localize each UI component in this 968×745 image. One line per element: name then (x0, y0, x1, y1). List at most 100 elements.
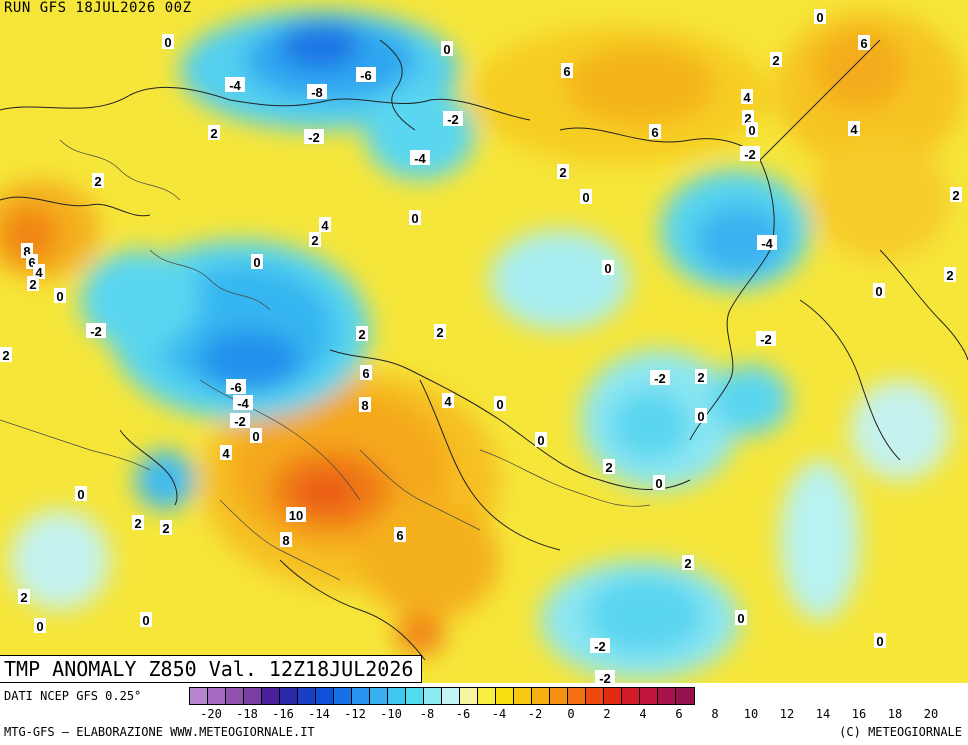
anomaly-label-text: 2 (29, 277, 36, 292)
legend-swatch (334, 688, 352, 704)
anomaly-label: 2 (208, 125, 220, 141)
anomaly-label: 0 (602, 260, 614, 276)
anomaly-label-text: -2 (90, 324, 102, 339)
anomaly-label: 2 (92, 173, 104, 189)
anomaly-label: 0 (494, 396, 506, 412)
anomaly-label-text: 0 (737, 611, 744, 626)
legend-tick: 2 (603, 707, 611, 721)
anomaly-label-text: 0 (496, 397, 503, 412)
anomaly-label: -2 (443, 111, 463, 127)
anomaly-label: 0 (695, 408, 707, 424)
anomaly-label: -2 (590, 638, 610, 654)
anomaly-label-text: -2 (234, 414, 246, 429)
anomaly-label: 6 (394, 527, 406, 543)
anomaly-label: 6 (649, 124, 661, 140)
anomaly-label-text: 0 (443, 42, 450, 57)
anomaly-label: 4 (220, 445, 232, 461)
anomaly-label-text: 2 (436, 325, 443, 340)
anomaly-label-text: 0 (748, 123, 755, 138)
anomaly-label-text: 2 (94, 174, 101, 189)
anomaly-label: 2 (132, 515, 144, 531)
anomaly-label-text: -2 (744, 147, 756, 162)
anomaly-label-text: 0 (77, 487, 84, 502)
legend-swatch (262, 688, 280, 704)
anomaly-label: 0 (873, 283, 885, 299)
anomaly-label: -2 (756, 331, 776, 347)
legend-swatch (424, 688, 442, 704)
anomaly-label: 2 (356, 326, 368, 342)
coastlines (0, 39, 968, 661)
legend-swatch (280, 688, 298, 704)
anomaly-label-text: 0 (537, 433, 544, 448)
anomaly-label-text: -2 (594, 639, 606, 654)
credit-left: MTG-GFS — ELABORAZIONE WWW.METEOGIORNALE… (4, 725, 315, 739)
legend-swatch (640, 688, 658, 704)
legend-swatch (532, 688, 550, 704)
legend-tick: 0 (567, 707, 575, 721)
legend-swatch (586, 688, 604, 704)
anomaly-label-text: 2 (605, 460, 612, 475)
legend-swatch (658, 688, 676, 704)
anomaly-label: -2 (86, 323, 106, 339)
legend-swatch (388, 688, 406, 704)
anomaly-label-text: 0 (697, 409, 704, 424)
legend-swatch (352, 688, 370, 704)
anomaly-label-text: 2 (684, 556, 691, 571)
legend-swatch (550, 688, 568, 704)
anomaly-label-text: 4 (743, 90, 751, 105)
anomaly-label: 4 (33, 264, 45, 280)
anomaly-label: -4 (757, 235, 777, 251)
anomaly-label: -2 (650, 370, 670, 386)
anomaly-label: 4 (741, 89, 753, 105)
legend-tick: 4 (639, 707, 647, 721)
map-title: TMP ANOMALY Z850 Val. 12Z18JUL2026 (0, 655, 423, 683)
legend-swatch (514, 688, 532, 704)
anomaly-label: 4 (848, 121, 860, 137)
anomaly-label-text: 0 (816, 10, 823, 25)
anomaly-label: 2 (944, 267, 956, 283)
anomaly-label-text: 10 (289, 508, 303, 523)
anomaly-label: 0 (250, 428, 262, 444)
legend-swatch (208, 688, 226, 704)
legend-tick: 6 (675, 707, 683, 721)
legend-tick: 10 (743, 707, 759, 721)
anomaly-label: 6 (360, 365, 372, 381)
anomaly-label: -6 (356, 67, 376, 83)
anomaly-label-text: 2 (162, 521, 169, 536)
anomaly-label: -2 (595, 670, 615, 683)
anomaly-label: -4 (233, 395, 253, 411)
anomaly-label-text: 2 (744, 111, 751, 126)
anomaly-label-text: 4 (35, 265, 43, 280)
anomaly-label: 2 (950, 187, 962, 203)
anomaly-label-text: -2 (308, 130, 320, 145)
anomaly-label-text: 0 (411, 211, 418, 226)
anomaly-label-text: 2 (946, 268, 953, 283)
anomaly-label: 0 (54, 288, 66, 304)
anomaly-label-text: -2 (599, 671, 611, 683)
anomaly-label: -4 (410, 150, 430, 166)
anomaly-label: 2 (309, 232, 321, 248)
anomaly-label: 8 (359, 397, 371, 413)
anomaly-label-text: 6 (362, 366, 369, 381)
anomaly-label-text: 2 (697, 370, 704, 385)
anomaly-label-text: 0 (876, 634, 883, 649)
legend-swatch (478, 688, 496, 704)
legend-tick: 18 (887, 707, 903, 721)
anomaly-label-text: 4 (444, 394, 452, 409)
anomaly-label-text: 0 (875, 284, 882, 299)
anomaly-label: 2 (434, 324, 446, 340)
anomaly-label: 0 (251, 254, 263, 270)
legend-swatch (370, 688, 388, 704)
anomaly-label-text: 0 (56, 289, 63, 304)
anomaly-label: 2 (682, 555, 694, 571)
anomaly-label-text: -4 (414, 151, 426, 166)
anomaly-label: 2 (160, 520, 172, 536)
anomaly-label-text: -4 (761, 236, 773, 251)
legend-tick: -18 (236, 707, 258, 721)
anomaly-label-text: -2 (447, 112, 459, 127)
anomaly-label: 0 (814, 9, 826, 25)
anomaly-label-text: 6 (651, 125, 658, 140)
anomaly-label: 2 (742, 110, 754, 126)
legend-tick: -8 (419, 707, 435, 721)
anomaly-label: 0 (162, 34, 174, 50)
